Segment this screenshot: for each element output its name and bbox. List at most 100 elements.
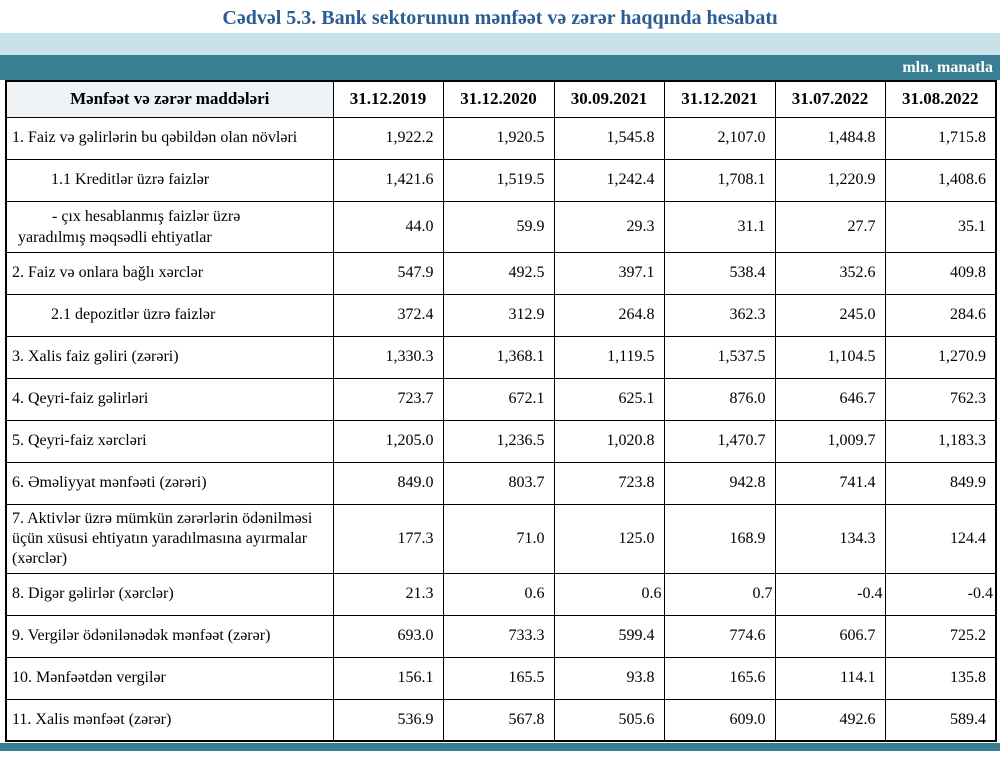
value-cell: 0.6 bbox=[442, 572, 555, 616]
value-cell: 59.9 bbox=[442, 200, 555, 253]
value-cell: 1,537.5 bbox=[663, 335, 776, 379]
row-label: 9. Vergilər ödənilənədək mənfəət (zərər) bbox=[5, 614, 334, 658]
value-cell: 536.9 bbox=[332, 698, 444, 742]
value-cell: 492.5 bbox=[442, 251, 555, 295]
value-cell: 723.8 bbox=[553, 461, 665, 505]
decorative-band-light bbox=[0, 33, 1000, 55]
value-cell: 646.7 bbox=[774, 377, 886, 421]
value-cell: 606.7 bbox=[774, 614, 886, 658]
table-row: 2. Faiz və onlara bağlı xərclər 547.9 492.… bbox=[5, 251, 997, 295]
value-cell: 567.8 bbox=[442, 698, 555, 742]
value-cell: 409.8 bbox=[884, 251, 997, 295]
value-cell: 125.0 bbox=[553, 503, 665, 574]
page-title: Cədvəl 5.3. Bank sektorunun mənfəət və z… bbox=[222, 7, 778, 29]
value-cell: 1,205.0 bbox=[332, 419, 444, 463]
value-cell: 1,119.5 bbox=[553, 335, 665, 379]
row-label: 1.1 Kreditlər üzrə faizlər bbox=[5, 158, 334, 202]
value-cell: 1,330.3 bbox=[332, 335, 444, 379]
value-cell: 589.4 bbox=[884, 698, 997, 742]
table-row: 7. Aktivlər üzrə mümkün zərərlərin ödəni… bbox=[5, 503, 997, 574]
header-date-column: 31.12.2020 bbox=[442, 80, 555, 118]
row-label: 10. Mənfəətdən vergilər bbox=[5, 656, 334, 700]
row-label: 2.1 depozitlər üzrə faizlər bbox=[5, 293, 334, 337]
table-row: 3. Xalis faiz gəliri (zərəri) 1,330.3 1,36… bbox=[5, 335, 997, 379]
header-date-column: 31.12.2021 bbox=[663, 80, 776, 118]
value-cell: 93.8 bbox=[553, 656, 665, 700]
row-label: 1. Faiz və gəlirlərin bu qəbildən olan n… bbox=[5, 116, 334, 160]
row-label: 4. Qeyri-faiz gəlirləri bbox=[5, 377, 334, 421]
value-cell: 538.4 bbox=[663, 251, 776, 295]
value-cell: 1,545.8 bbox=[553, 116, 665, 160]
value-cell: 1,408.6 bbox=[884, 158, 997, 202]
value-cell: 165.6 bbox=[663, 656, 776, 700]
value-cell: 849.0 bbox=[332, 461, 444, 505]
table-row: 4. Qeyri-faiz gəlirləri 723.7 672.1 625.1 87… bbox=[5, 377, 997, 421]
value-cell: 1,920.5 bbox=[442, 116, 555, 160]
value-cell: 1,183.3 bbox=[884, 419, 997, 463]
value-cell: 609.0 bbox=[663, 698, 776, 742]
value-cell: 362.3 bbox=[663, 293, 776, 337]
value-cell: 35.1 bbox=[884, 200, 997, 253]
row-label-line: yaradılmış məqsədli ehtiyatlar bbox=[18, 228, 212, 246]
header-date-column: 30.09.2021 bbox=[553, 80, 665, 118]
value-cell: 352.6 bbox=[774, 251, 886, 295]
value-cell: 114.1 bbox=[774, 656, 886, 700]
value-cell: 1,708.1 bbox=[663, 158, 776, 202]
value-cell: 1,368.1 bbox=[442, 335, 555, 379]
value-cell: 1,236.5 bbox=[442, 419, 555, 463]
table-row: 5. Qeyri-faiz xərcləri 1,205.0 1,236.5 1,02… bbox=[5, 419, 997, 463]
value-cell: 168.9 bbox=[663, 503, 776, 574]
value-cell: 1,922.2 bbox=[332, 116, 444, 160]
value-cell: 1,020.8 bbox=[553, 419, 665, 463]
value-cell: 547.9 bbox=[332, 251, 444, 295]
row-label: 7. Aktivlər üzrə mümkün zərərlərin ödəni… bbox=[5, 503, 334, 574]
value-cell: 21.3 bbox=[332, 572, 444, 616]
row-label: 5. Qeyri-faiz xərcləri bbox=[5, 419, 334, 463]
header-row: Mənfəət və zərər maddələri 31.12.2019 31.… bbox=[5, 80, 997, 118]
value-cell: 1,242.4 bbox=[553, 158, 665, 202]
table-row: 9. Vergilər ödənilənədək mənfəət (zərər)… bbox=[5, 614, 997, 658]
value-cell: 849.9 bbox=[884, 461, 997, 505]
value-cell: 1,484.8 bbox=[774, 116, 886, 160]
value-cell: 1,519.5 bbox=[442, 158, 555, 202]
value-cell: 723.7 bbox=[332, 377, 444, 421]
value-cell: 1,220.9 bbox=[774, 158, 886, 202]
row-label: 3. Xalis faiz gəliri (zərəri) bbox=[5, 335, 334, 379]
value-cell: 284.6 bbox=[884, 293, 997, 337]
value-cell: 741.4 bbox=[774, 461, 886, 505]
table-row: 8. Digər gəlirlər (xərclər) 21.3 0.6 0.6 0.7… bbox=[5, 572, 997, 616]
row-label: - çıx hesablanmış faizlər üzrə yaradılmış… bbox=[5, 200, 334, 253]
value-cell: 1,270.9 bbox=[884, 335, 997, 379]
value-cell: 0.6 bbox=[553, 572, 665, 616]
value-cell: 312.9 bbox=[442, 293, 555, 337]
value-cell: 124.4 bbox=[884, 503, 997, 574]
value-cell: 876.0 bbox=[663, 377, 776, 421]
value-cell: -0.4 bbox=[774, 572, 886, 616]
value-cell: 156.1 bbox=[332, 656, 444, 700]
table-row: 1. Faiz və gəlirlərin bu qəbildən olan n… bbox=[5, 116, 997, 160]
unit-label: mln. manatla bbox=[902, 58, 993, 76]
table-row: 11. Xalis mənfəət (zərər) 536.9 567.8 505.6… bbox=[5, 698, 997, 742]
table-row: 1.1 Kreditlər üzrə faizlər 1,421.6 1,519.5… bbox=[5, 158, 997, 202]
value-cell: 245.0 bbox=[774, 293, 886, 337]
value-cell: -0.4 bbox=[884, 572, 997, 616]
value-cell: 372.4 bbox=[332, 293, 444, 337]
row-label: 6. Əməliyyat mənfəəti (zərəri) bbox=[5, 461, 334, 505]
header-items-column: Mənfəət və zərər maddələri bbox=[5, 80, 334, 118]
table-row: 6. Əməliyyat mənfəəti (zərəri) 849.0 803.7… bbox=[5, 461, 997, 505]
header-date-column: 31.07.2022 bbox=[774, 80, 886, 118]
profit-loss-table: Mənfəət və zərər maddələri 31.12.2019 31.… bbox=[5, 80, 997, 742]
row-label-line: - çıx hesablanmış faizlər üzrə bbox=[52, 207, 241, 225]
table-body: 1. Faiz və gəlirlərin bu qəbildən olan n… bbox=[5, 116, 997, 742]
value-cell: 1,009.7 bbox=[774, 419, 886, 463]
row-label: 11. Xalis mənfəət (zərər) bbox=[5, 698, 334, 742]
value-cell: 2,107.0 bbox=[663, 116, 776, 160]
table-header: Mənfəət və zərər maddələri 31.12.2019 31.… bbox=[5, 80, 997, 118]
unit-band: mln. manatla bbox=[0, 55, 1000, 80]
value-cell: 942.8 bbox=[663, 461, 776, 505]
value-cell: 71.0 bbox=[442, 503, 555, 574]
value-cell: 505.6 bbox=[553, 698, 665, 742]
value-cell: 177.3 bbox=[332, 503, 444, 574]
value-cell: 0.7 bbox=[663, 572, 776, 616]
value-cell: 1,104.5 bbox=[774, 335, 886, 379]
